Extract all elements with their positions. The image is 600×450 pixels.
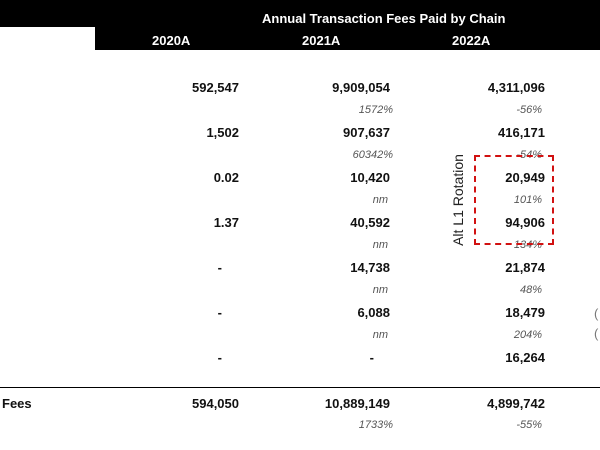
change-2021-row-5: nm: [372, 329, 388, 341]
year-header-2022: 2022A: [452, 33, 491, 48]
total-divider: [0, 387, 600, 388]
header-bar: [0, 0, 600, 27]
change-2021-row-0: 1572%: [358, 104, 393, 116]
value-2021-row-2: 10,420: [350, 170, 390, 185]
page-title: Annual Transaction Fees Paid by Chain: [262, 11, 506, 26]
year-header-2021: 2021A: [302, 33, 341, 48]
change-2021-row-1: 60342%: [352, 149, 393, 161]
total-value-2021: 10,889,149: [324, 396, 390, 411]
change-2022-row-0: -56%: [516, 104, 542, 116]
value-2020-row-4: -: [217, 260, 222, 275]
value-2021-row-5: 6,088: [357, 305, 390, 320]
value-2022-row-5: 18,479: [505, 305, 545, 320]
value-2022-row-0: 4,311,096: [487, 80, 545, 95]
alt-l1-rotation-highlight: [474, 155, 554, 245]
change-2022-row-2: 101%: [513, 194, 542, 206]
value-2020-row-5: -: [217, 305, 222, 320]
value-2022-row-6: 16,264: [505, 350, 545, 365]
year-header-bar: [95, 27, 600, 50]
value-2021-row-6: -: [369, 350, 374, 365]
value-2020-row-1: 1,502: [206, 125, 239, 140]
value-2022-row-4: 21,874: [505, 260, 545, 275]
change-2021-row-3: nm: [372, 239, 388, 251]
cropped-edge-mark-1: (: [594, 306, 599, 321]
value-2022-row-1: 416,171: [498, 125, 545, 140]
value-2021-row-0: 9,909,054: [332, 80, 390, 95]
total-change-2021: 1733%: [358, 419, 393, 431]
value-2020-row-6: -: [217, 350, 222, 365]
total-row-label: Fees: [2, 396, 32, 411]
year-header-2020: 2020A: [152, 33, 191, 48]
change-2021-row-4: nm: [372, 284, 388, 296]
value-2021-row-4: 14,738: [350, 260, 390, 275]
value-2020-row-3: 1.37: [213, 215, 239, 230]
change-2022-row-3: 134%: [513, 239, 542, 251]
value-2020-row-0: 592,547: [192, 80, 239, 95]
cropped-edge-mark-2: (: [594, 326, 599, 341]
value-2020-row-2: 0.02: [213, 170, 239, 185]
value-2021-row-1: 907,637: [343, 125, 390, 140]
total-change-2022: -55%: [516, 419, 542, 431]
change-2022-row-4: 48%: [519, 284, 542, 296]
total-value-2020: 594,050: [192, 396, 239, 411]
alt-l1-rotation-label: Alt L1 Rotation: [450, 154, 466, 246]
value-2022-row-3: 94,906: [505, 215, 545, 230]
value-2021-row-3: 40,592: [350, 215, 390, 230]
change-2021-row-2: nm: [372, 194, 388, 206]
change-2022-row-5: 204%: [513, 329, 542, 341]
total-value-2022: 4,899,742: [487, 396, 545, 411]
value-2022-row-2: 20,949: [505, 170, 545, 185]
